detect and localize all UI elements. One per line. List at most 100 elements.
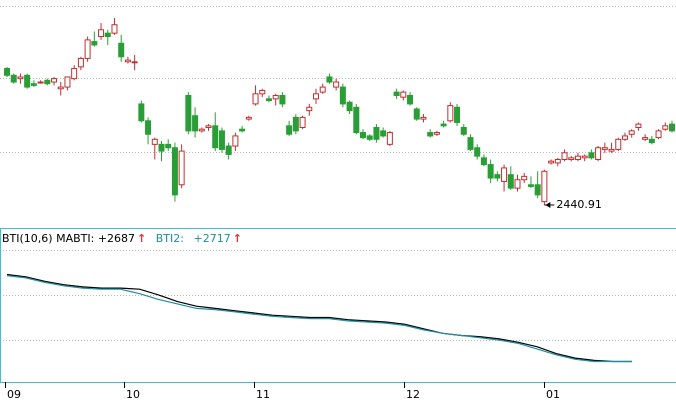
- candle-body-30: [205, 125, 212, 129]
- candle-body-86: [581, 155, 588, 159]
- candle-body-80: [541, 170, 548, 203]
- candle-body-36: [245, 116, 252, 120]
- candle-body-32: [218, 130, 225, 150]
- candle-body-1: [10, 74, 17, 83]
- candle-body-68: [460, 127, 467, 135]
- candle-body-72: [487, 164, 494, 179]
- candle-body-83: [561, 152, 568, 161]
- candle-body-9: [64, 76, 71, 88]
- candle-body-64: [433, 132, 440, 135]
- low-marker-arrow: [545, 202, 551, 208]
- candle-body-3: [24, 74, 31, 88]
- up-arrow-icon: ↑: [137, 232, 147, 245]
- candle-body-56: [380, 130, 387, 137]
- candle-body-41: [279, 94, 286, 105]
- candle-body-58: [393, 91, 400, 96]
- candle-body-24: [165, 143, 172, 149]
- candle-body-93: [628, 130, 635, 135]
- candle-body-99: [669, 123, 675, 132]
- candle-body-14: [98, 29, 105, 38]
- candle-body-29: [198, 128, 205, 132]
- candle-body-76: [514, 179, 521, 189]
- candle-body-53: [360, 132, 367, 139]
- candle-body-62: [420, 116, 427, 120]
- legend-bti2-value: +2717: [193, 232, 231, 245]
- candle-body-96: [648, 138, 655, 144]
- candle-body-18: [124, 59, 131, 63]
- candle-body-78: [527, 184, 534, 187]
- candle-body-17: [118, 42, 125, 58]
- candle-body-25: [171, 147, 178, 196]
- candle-body-48: [326, 76, 333, 83]
- candlestick-series: [4, 18, 675, 208]
- candle-body-84: [568, 157, 575, 161]
- candle-body-89: [601, 147, 608, 150]
- candle-body-49: [333, 81, 340, 88]
- candle-body-42: [286, 125, 293, 135]
- candle-body-2: [17, 76, 24, 80]
- up-arrow-icon-2: ↑: [232, 232, 242, 245]
- candle-body-87: [588, 152, 595, 159]
- candle-body-75: [507, 174, 514, 189]
- gridlines: [0, 6, 676, 341]
- low-price-label: 2440.91: [556, 198, 602, 211]
- candle-body-7: [51, 78, 58, 83]
- candle-body-94: [635, 123, 642, 129]
- candle-body-34: [232, 135, 239, 147]
- candle-body-52: [353, 106, 360, 134]
- legend-bti2-name: BTI2:: [155, 232, 184, 245]
- candle-body-47: [319, 86, 326, 93]
- candle-body-31: [212, 125, 219, 149]
- candle-body-88: [595, 147, 602, 161]
- candle-body-85: [574, 155, 581, 161]
- candle-body-66: [447, 105, 454, 122]
- candle-body-59: [400, 91, 407, 98]
- candle-body-98: [662, 125, 669, 130]
- candle-body-21: [145, 120, 152, 135]
- candle-body-15: [104, 32, 111, 38]
- candle-body-95: [642, 137, 649, 140]
- candle-body-92: [621, 135, 628, 140]
- candle-body-44: [299, 116, 306, 129]
- x-tick-label-4: 01: [546, 388, 560, 401]
- candle-body-79: [534, 184, 541, 196]
- legend-bti-value: +2687: [97, 232, 136, 245]
- candle-body-97: [655, 130, 662, 139]
- candle-body-37: [252, 93, 259, 105]
- candle-body-5: [37, 81, 44, 84]
- candle-body-74: [501, 167, 508, 182]
- candle-body-90: [608, 148, 615, 152]
- candle-body-20: [138, 103, 145, 122]
- candle-body-12: [84, 39, 91, 59]
- x-tick-label-2: 11: [256, 388, 270, 401]
- candle-body-82: [554, 159, 561, 164]
- candle-body-81: [548, 160, 555, 164]
- candle-body-22: [151, 138, 158, 145]
- indicator-lines: [6, 273, 632, 363]
- candle-body-54: [366, 135, 373, 140]
- candle-body-91: [615, 138, 622, 150]
- candle-body-27: [185, 94, 192, 132]
- x-axis: 09 10 11 12 01: [5, 382, 560, 401]
- candle-body-63: [427, 132, 434, 137]
- indicator-line-bti: [6, 273, 632, 363]
- candle-body-4: [30, 83, 37, 86]
- candle-body-35: [239, 128, 246, 132]
- candle-body-50: [339, 86, 346, 105]
- candle-body-51: [346, 101, 353, 112]
- candle-body-71: [480, 157, 487, 166]
- indicator-line-bti2: [6, 275, 632, 363]
- legend-bti-name: BTI(10,6) MABTI:: [2, 232, 95, 245]
- candle-body-16: [111, 24, 118, 34]
- indicator-legend: BTI(10,6) MABTI: +2687 ↑ BTI2: +2717 ↑: [2, 232, 242, 246]
- candle-body-6: [44, 79, 51, 85]
- candle-body-26: [178, 150, 185, 186]
- candle-body-10: [71, 68, 78, 80]
- candle-body-65: [440, 123, 447, 127]
- candle-body-11: [77, 57, 84, 68]
- candle-body-67: [454, 106, 461, 123]
- candle-body-39: [265, 98, 272, 102]
- x-tick-label-0: 09: [7, 388, 21, 401]
